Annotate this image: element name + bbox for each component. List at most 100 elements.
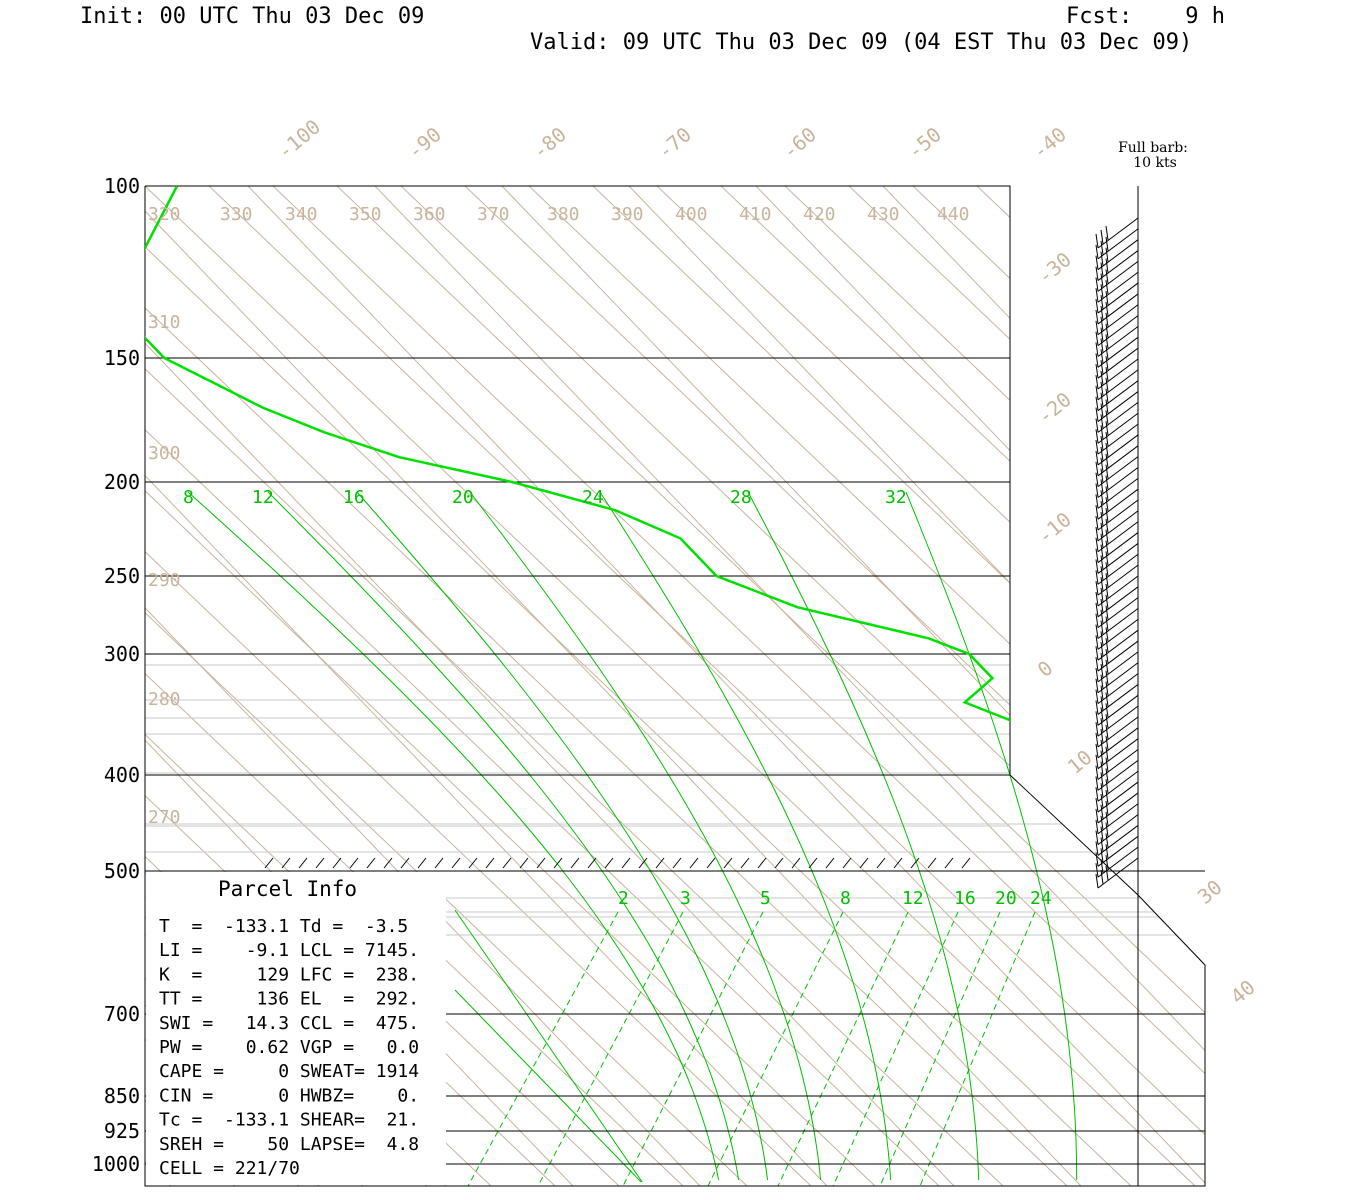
theta-label: 330 bbox=[220, 204, 253, 225]
wind-barb-feather bbox=[1105, 573, 1109, 588]
wind-barb bbox=[1095, 553, 1139, 585]
wind-barb-staff bbox=[1097, 532, 1139, 563]
parcel-info-row: PW = 0.62 VGP = 0.0 bbox=[159, 1037, 419, 1058]
wind-barb-feather bbox=[1105, 735, 1109, 750]
theta-label: 430 bbox=[867, 204, 900, 225]
wind-barb-feather bbox=[1105, 822, 1109, 837]
wind-barb-staff bbox=[1097, 499, 1139, 531]
wind-barb-feather bbox=[1105, 312, 1109, 327]
wind-barb-feather bbox=[1095, 667, 1099, 682]
wind-barb-feather bbox=[1105, 670, 1109, 685]
wind-barb bbox=[1095, 857, 1139, 889]
wind-barb-feather bbox=[1100, 793, 1104, 809]
wind-barb-feather bbox=[1100, 392, 1104, 407]
moist-adiabat-label: 12 bbox=[252, 487, 274, 508]
isotherm-label: -20 bbox=[1033, 387, 1076, 429]
wind-barb-feather bbox=[1100, 305, 1104, 321]
wind-barb-staff bbox=[1097, 629, 1139, 661]
isotherm-label: -60 bbox=[778, 122, 821, 164]
dry-adiabat-line bbox=[976, 186, 1205, 1186]
wind-barb-staff bbox=[1097, 553, 1139, 585]
wind-barb-feather bbox=[1105, 594, 1109, 609]
wind-barb-staff bbox=[1097, 846, 1139, 878]
wind-barb bbox=[1095, 770, 1139, 802]
wind-barb-feather bbox=[1095, 722, 1099, 737]
level-tick bbox=[366, 857, 376, 869]
level-tick bbox=[383, 857, 393, 869]
wind-barb-feather bbox=[1095, 461, 1099, 476]
level-tick bbox=[621, 857, 631, 869]
level-tick bbox=[638, 857, 648, 869]
moist-adiabat bbox=[469, 491, 822, 1181]
wind-barb-feather bbox=[1095, 732, 1099, 748]
isotherm-label: -90 bbox=[403, 122, 446, 164]
wind-barb-feather bbox=[1095, 819, 1099, 834]
wind-barb-staff bbox=[1097, 684, 1139, 715]
wind-barb bbox=[1095, 217, 1139, 249]
wind-barb-staff bbox=[1097, 835, 1139, 867]
wind-barb-staff bbox=[1097, 564, 1139, 596]
level-tick bbox=[281, 857, 291, 869]
wind-barb-staff bbox=[1097, 738, 1139, 770]
mixing-ratio-label: 16 bbox=[954, 888, 976, 909]
diagram-frame bbox=[144, 185, 1206, 1187]
wind-barb-feather bbox=[1095, 646, 1099, 661]
wind-barb-feather bbox=[1095, 440, 1099, 455]
wind-barb-staff bbox=[1097, 673, 1139, 704]
theta-label: 280 bbox=[148, 689, 181, 710]
dry-adiabat-line bbox=[1233, 186, 1350, 1186]
mixing-ratio-label: 8 bbox=[840, 888, 851, 909]
dry-adiabat-line bbox=[912, 186, 1205, 1186]
wind-barb-feather bbox=[1105, 442, 1109, 458]
wind-barb-feather bbox=[1105, 855, 1109, 870]
level-tick bbox=[774, 857, 784, 869]
wind-barb-staff bbox=[1097, 618, 1139, 650]
wind-barb-feather bbox=[1095, 624, 1099, 639]
wind-barb-feather bbox=[1105, 681, 1109, 696]
wind-barb bbox=[1095, 445, 1139, 477]
wind-barb bbox=[1095, 326, 1139, 357]
theta-label: 380 bbox=[547, 204, 580, 225]
mixing-ratio-line bbox=[467, 911, 619, 1186]
wind-barb-feather bbox=[1095, 797, 1099, 813]
wind-barb-feather bbox=[1105, 399, 1109, 414]
level-tick bbox=[944, 857, 954, 869]
theta-label: 410 bbox=[739, 204, 772, 225]
pressure-label: 850 bbox=[104, 1084, 140, 1108]
wind-barb-feather bbox=[1105, 453, 1109, 468]
wind-barb-feather bbox=[1100, 642, 1104, 657]
level-tick bbox=[859, 857, 869, 869]
wind-barb-feather bbox=[1100, 869, 1104, 885]
parcel-info-row: TT = 136 EL = 292. bbox=[159, 989, 419, 1010]
isotherm-label: -30 bbox=[1033, 247, 1076, 289]
wind-barb-staff bbox=[1097, 239, 1139, 271]
wind-barb-feather bbox=[1095, 277, 1099, 292]
wind-barb-feather bbox=[1095, 678, 1099, 693]
wind-barb bbox=[1095, 369, 1139, 401]
wind-barb-feather bbox=[1100, 479, 1104, 494]
wind-barb-feather bbox=[1105, 247, 1109, 262]
wind-barb-feather bbox=[1100, 262, 1104, 277]
wind-barb bbox=[1095, 380, 1139, 412]
wind-barb-feather bbox=[1100, 544, 1104, 559]
isotherm-line bbox=[882, 186, 1205, 1186]
wind-barb-feather bbox=[1095, 873, 1099, 889]
level-tick bbox=[842, 857, 852, 869]
wind-barb-feather bbox=[1100, 783, 1104, 798]
wind-barb bbox=[1095, 575, 1139, 607]
wind-barb-feather bbox=[1105, 789, 1109, 805]
wind-barb bbox=[1095, 315, 1139, 347]
level-tick bbox=[468, 857, 478, 869]
moist-adiabat bbox=[454, 989, 642, 1183]
wind-barb-feather bbox=[1095, 288, 1099, 303]
wind-barb bbox=[1095, 618, 1139, 650]
wind-barb-staff bbox=[1097, 640, 1139, 672]
pressure-label: 300 bbox=[104, 642, 140, 666]
wind-barb-feather bbox=[1095, 483, 1099, 498]
wind-barb-feather bbox=[1095, 450, 1099, 466]
wind-barb-feather bbox=[1105, 269, 1109, 284]
wind-barb-staff bbox=[1097, 445, 1139, 477]
wind-barb bbox=[1095, 825, 1139, 856]
wind-barb-staff bbox=[1097, 477, 1139, 509]
wind-barb-feather bbox=[1095, 526, 1099, 541]
